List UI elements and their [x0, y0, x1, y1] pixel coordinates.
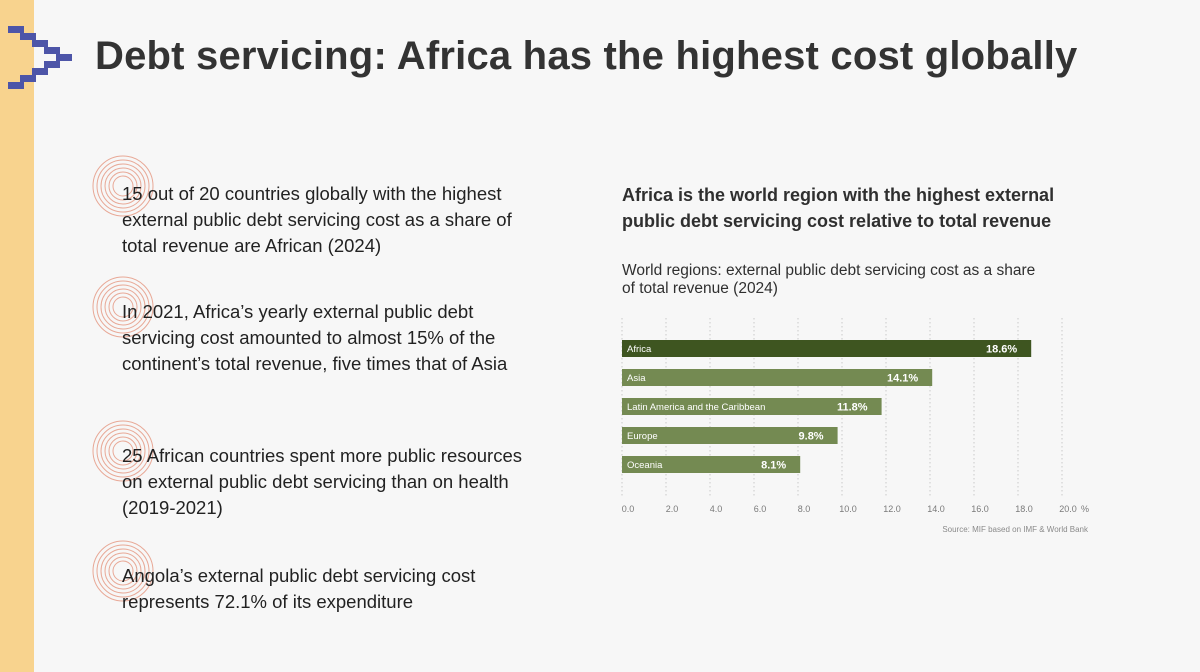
- bar: [622, 427, 838, 444]
- bar-category-label: Asia: [627, 373, 646, 384]
- x-tick-label: 8.0: [798, 504, 811, 514]
- chart-heading: Africa is the world region with the high…: [622, 185, 1055, 231]
- x-tick-label: 4.0: [710, 504, 723, 514]
- left-accent-band: [0, 0, 34, 672]
- stat-text-2: In 2021, Africa’s yearly external public…: [122, 301, 508, 374]
- stat-rings-icon: [92, 540, 154, 602]
- stat-text-4: Angola’s external public debt servicing …: [122, 565, 476, 612]
- bar-value-label: 18.6%: [986, 344, 1017, 356]
- stat-rings-icon: [92, 155, 154, 217]
- x-tick-label: 12.0: [883, 504, 901, 514]
- chart-source: Source: MIF based on IMF & World Bank: [942, 525, 1088, 534]
- bar-value-label: 9.8%: [799, 431, 824, 443]
- x-axis-unit: %: [1081, 504, 1089, 514]
- bar-category-label: Africa: [627, 344, 652, 355]
- stat-text-3: 25 African countries spent more public r…: [122, 445, 523, 518]
- x-tick-label: 16.0: [971, 504, 989, 514]
- bar-category-label: Europe: [627, 431, 658, 442]
- bar: [622, 456, 801, 473]
- mif-logo-icon: [8, 26, 72, 89]
- x-tick-label: 2.0: [666, 504, 679, 514]
- bar: [622, 369, 933, 386]
- bar-value-label: 14.1%: [887, 373, 918, 385]
- bar: [622, 398, 882, 415]
- stat-rings-icon: [92, 420, 154, 482]
- x-tick-label: 0.0: [622, 504, 635, 514]
- bar-chart: 0.0 2.0 4.0 6.0 8.0 10.0 12.0 14.0 16.0 18.0 20.0%…: [621, 318, 1089, 514]
- page-title: Debt servicing: Africa has the highest c…: [95, 34, 1078, 78]
- bar-value-label: 8.1%: [761, 460, 786, 472]
- stat-rings-icon: [92, 276, 154, 338]
- x-tick-label: 6.0: [754, 504, 767, 514]
- stat-text-1: 15 out of 20 countries globally with the…: [122, 183, 512, 256]
- bar: [622, 340, 1032, 357]
- x-tick-label: 20.0: [1059, 504, 1077, 514]
- bar-category-label: Oceania: [627, 460, 663, 471]
- chart-title: World regions: external public debt serv…: [622, 262, 1036, 297]
- x-tick-label: 14.0: [927, 504, 945, 514]
- x-tick-label: 10.0: [839, 504, 857, 514]
- bar-category-label: Latin America and the Caribbean: [627, 402, 765, 413]
- x-tick-label: 18.0: [1015, 504, 1033, 514]
- bar-value-label: 11.8%: [837, 402, 868, 414]
